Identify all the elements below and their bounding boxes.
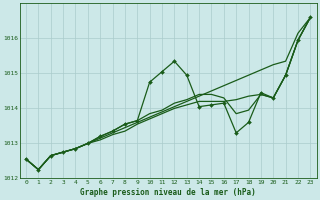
X-axis label: Graphe pression niveau de la mer (hPa): Graphe pression niveau de la mer (hPa) [80, 188, 256, 197]
